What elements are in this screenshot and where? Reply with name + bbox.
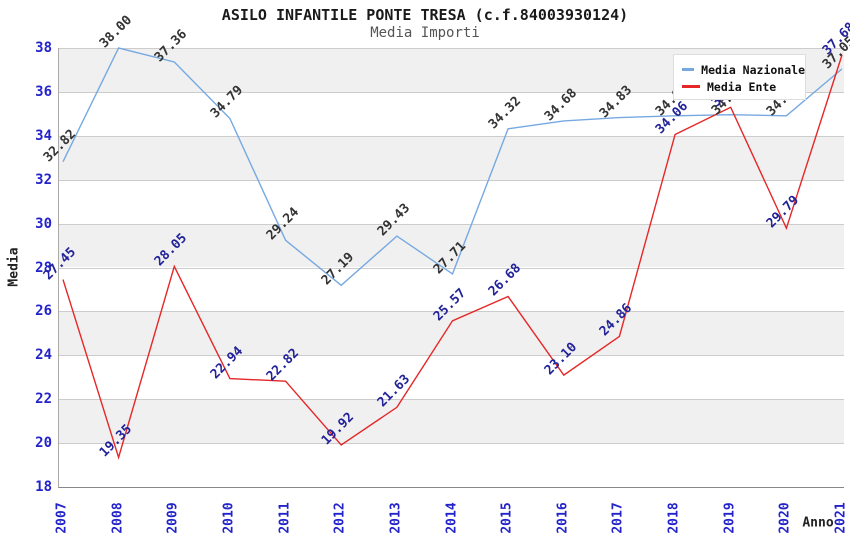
gridline	[59, 223, 844, 225]
legend-item-media-nazionale: Media Nazionale	[682, 61, 805, 78]
gridline	[59, 135, 844, 137]
plot-area	[58, 47, 844, 488]
legend: Media Nazionale Media Ente	[673, 54, 806, 100]
legend-label-media-nazionale: Media Nazionale	[701, 62, 805, 77]
background-band	[59, 267, 844, 312]
gridline	[59, 267, 844, 269]
legend-item-media-ente: Media Ente	[682, 78, 805, 95]
x-tick-label: 2018	[666, 502, 682, 534]
x-tick-label: 2011	[277, 502, 293, 534]
x-tick-label: 2007	[54, 502, 70, 534]
y-tick-label: 38	[35, 40, 52, 56]
background-band	[59, 355, 844, 400]
x-tick-label: 2016	[555, 502, 571, 534]
x-tick-label: 2010	[221, 502, 237, 534]
x-tick-label: 2017	[610, 502, 626, 534]
x-tick-label: 2014	[444, 502, 459, 534]
y-tick-label: 32	[35, 171, 52, 188]
gridline	[59, 399, 844, 401]
x-tick-label: 2021	[833, 502, 849, 534]
x-tick-label: 2012	[332, 502, 348, 534]
gridline	[59, 311, 844, 313]
gridline	[59, 91, 844, 93]
y-tick-label: 22	[35, 391, 52, 408]
y-tick-label: 36	[35, 83, 52, 100]
y-tick-label: 28	[35, 259, 52, 276]
background-band	[59, 223, 844, 268]
series-lines-svg	[62, 47, 843, 460]
legend-label-media-ente: Media Ente	[707, 79, 777, 94]
gridline	[59, 179, 844, 181]
x-tick-label: 2008	[110, 502, 126, 534]
x-tick-label: 2013	[388, 502, 404, 534]
y-tick-label: 24	[35, 347, 52, 364]
x-tick-label: 2019	[722, 502, 738, 534]
gridline	[59, 48, 844, 49]
background-band	[59, 311, 844, 356]
x-tick-label: 2020	[777, 502, 793, 534]
series-line-media-nazionale	[62, 47, 843, 287]
chart-title: ASILO INFANTILE PONTE TRESA (c.f.8400393…	[221, 6, 629, 24]
y-tick-label: 18	[35, 479, 52, 495]
series-line-media-ente	[62, 54, 843, 460]
y-tick-label: 26	[35, 303, 52, 320]
x-tick-label: 2015	[499, 502, 515, 534]
background-band	[59, 399, 844, 444]
legend-line-swatch-red-icon	[682, 85, 700, 88]
y-tick-label: 34	[35, 127, 52, 144]
background-band	[59, 135, 844, 180]
background-band	[59, 443, 844, 487]
y-tick-label: 20	[35, 435, 52, 452]
gridline	[59, 355, 844, 357]
x-tick-label: 2009	[165, 502, 181, 534]
background-band	[59, 179, 844, 224]
x-axis-title: Anno	[802, 515, 834, 531]
y-tick-label: 30	[35, 215, 52, 232]
chart-subtitle: Media Importi	[370, 25, 480, 41]
gridline	[59, 443, 844, 445]
legend-line-swatch-blue-icon	[682, 68, 695, 71]
